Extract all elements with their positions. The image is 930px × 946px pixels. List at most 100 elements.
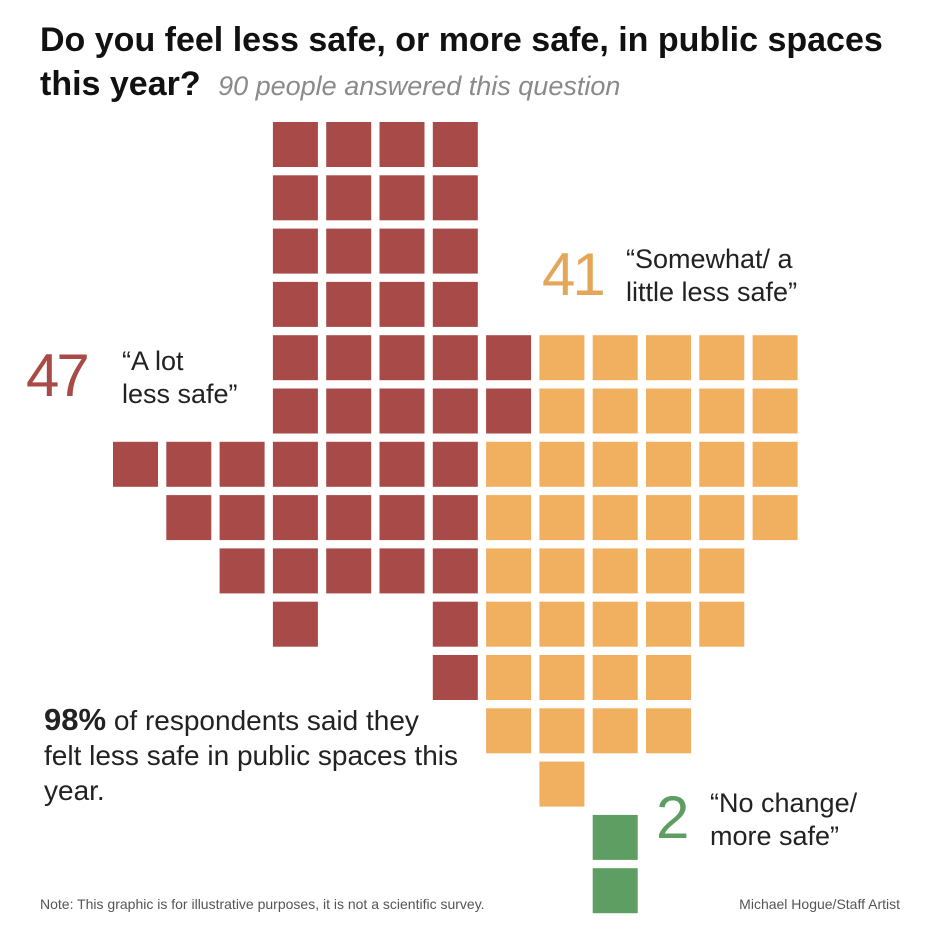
waffle-square-lot — [326, 335, 372, 381]
waffle-square-somewhat — [592, 388, 638, 434]
waffle-square-lot — [379, 388, 425, 434]
label-no-change: “No change/ more safe” — [710, 787, 857, 853]
waffle-square-somewhat — [486, 601, 532, 647]
summary-text: 98% of respondents said they felt less s… — [44, 702, 464, 808]
waffle-square-somewhat — [486, 708, 532, 754]
waffle-square-somewhat — [752, 495, 798, 541]
waffle-square-somewhat — [646, 495, 691, 541]
waffle-square-somewhat — [486, 495, 532, 541]
waffle-square-lot — [379, 495, 425, 541]
waffle-square-lot — [379, 441, 425, 487]
waffle-square-nochange — [592, 814, 638, 860]
waffle-square-lot — [379, 122, 425, 167]
waffle-square-lot — [272, 122, 318, 167]
waffle-square-lot — [219, 495, 265, 541]
waffle-square-somewhat — [592, 601, 638, 647]
footer-note: Note: This graphic is for illustrative p… — [40, 896, 485, 912]
summary-body: of respondents said they felt less safe … — [44, 705, 458, 806]
waffle-square-somewhat — [592, 708, 638, 754]
waffle-square-somewhat — [539, 495, 585, 541]
waffle-square-lot — [219, 548, 265, 594]
waffle-square-lot — [432, 122, 478, 167]
waffle-square-somewhat — [646, 388, 691, 434]
count-no-change: 2 — [656, 784, 689, 851]
waffle-square-somewhat — [539, 548, 585, 594]
waffle-square-lot — [272, 388, 318, 434]
waffle-square-lot — [166, 441, 212, 487]
waffle-square-somewhat — [752, 335, 798, 381]
waffle-square-lot — [379, 335, 425, 381]
label-line: more safe” — [710, 821, 840, 851]
waffle-square-somewhat — [539, 655, 585, 700]
label-line: less safe” — [122, 379, 238, 409]
waffle-square-lot — [486, 388, 532, 434]
waffle-square-lot — [486, 335, 532, 381]
waffle-square-somewhat — [539, 335, 585, 381]
title-text: Do you feel less safe, or more safe, in … — [40, 21, 883, 103]
footer-credit: Michael Hogue/Staff Artist — [739, 896, 900, 912]
waffle-square-lot — [432, 281, 478, 327]
waffle-square-lot — [272, 548, 318, 594]
waffle-square-somewhat — [486, 655, 532, 700]
chart-title: Do you feel less safe, or more safe, in … — [40, 18, 900, 108]
waffle-square-lot — [379, 228, 425, 274]
waffle-square-lot — [432, 601, 478, 647]
waffle-square-lot — [379, 548, 425, 594]
waffle-square-lot — [432, 175, 478, 221]
waffle-square-somewhat — [646, 441, 691, 487]
waffle-square-somewhat — [752, 441, 798, 487]
waffle-square-somewhat — [592, 548, 638, 594]
label-somewhat-less-safe: “Somewhat/ a little less safe” — [626, 243, 797, 309]
waffle-square-lot — [379, 281, 425, 327]
count-a-lot-less-safe: 47 — [26, 342, 90, 409]
waffle-square-lot — [272, 495, 318, 541]
waffle-square-somewhat — [699, 601, 745, 647]
label-line: “A lot — [122, 346, 184, 376]
chart-subtitle: 90 people answered this question — [218, 71, 621, 101]
waffle-square-somewhat — [592, 655, 638, 700]
waffle-square-somewhat — [486, 548, 532, 594]
waffle-square-lot — [326, 495, 372, 541]
waffle-square-somewhat — [539, 761, 585, 807]
waffle-square-lot — [326, 441, 372, 487]
waffle-square-somewhat — [592, 335, 638, 381]
waffle-square-somewhat — [699, 335, 745, 381]
label-line: “Somewhat/ a — [626, 244, 793, 274]
waffle-square-somewhat — [592, 495, 638, 541]
waffle-square-somewhat — [486, 441, 532, 487]
waffle-square-lot — [219, 441, 265, 487]
label-a-lot-less-safe: “A lot less safe” — [122, 345, 238, 411]
waffle-square-lot — [432, 495, 478, 541]
waffle-square-somewhat — [646, 335, 691, 381]
waffle-square-somewhat — [752, 388, 798, 434]
waffle-square-lot — [272, 228, 318, 274]
waffle-square-somewhat — [646, 601, 691, 647]
waffle-square-lot — [326, 388, 372, 434]
waffle-square-somewhat — [539, 601, 585, 647]
waffle-square-nochange — [592, 868, 638, 914]
waffle-square-somewhat — [646, 548, 691, 594]
count-somewhat-less-safe: 41 — [542, 241, 606, 308]
waffle-square-somewhat — [699, 441, 745, 487]
waffle-square-lot — [432, 228, 478, 274]
waffle-square-lot — [272, 601, 318, 647]
waffle-square-lot — [272, 175, 318, 221]
label-line: little less safe” — [626, 277, 798, 307]
waffle-square-lot — [326, 175, 372, 221]
waffle-square-lot — [432, 655, 478, 700]
waffle-square-somewhat — [539, 441, 585, 487]
label-line: “No change/ — [710, 788, 858, 818]
waffle-square-lot — [379, 175, 425, 221]
waffle-square-lot — [113, 441, 158, 487]
waffle-square-lot — [432, 388, 478, 434]
waffle-square-lot — [326, 228, 372, 274]
waffle-square-somewhat — [539, 708, 585, 754]
waffle-square-somewhat — [699, 548, 745, 594]
waffle-square-lot — [272, 441, 318, 487]
waffle-square-somewhat — [646, 708, 691, 754]
waffle-square-somewhat — [646, 655, 691, 700]
waffle-square-lot — [326, 281, 372, 327]
waffle-square-lot — [166, 495, 212, 541]
waffle-square-somewhat — [699, 388, 745, 434]
